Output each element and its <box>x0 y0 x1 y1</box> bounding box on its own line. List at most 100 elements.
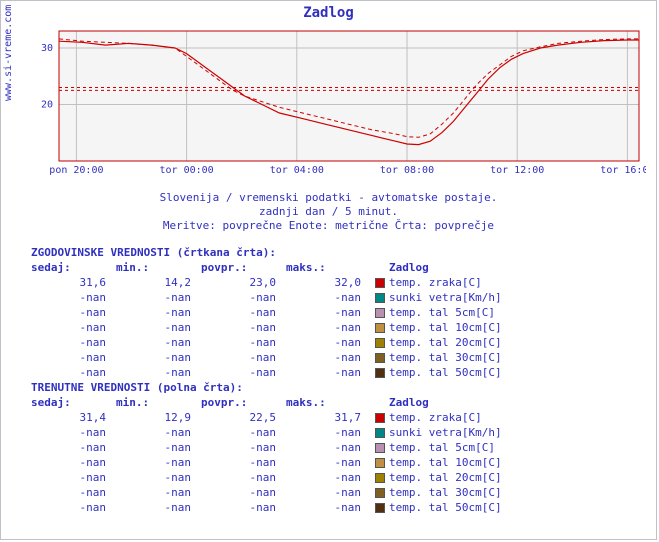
svg-text:tor 16:00: tor 16:00 <box>600 165 646 175</box>
cell-maks: 32,0 <box>286 275 371 290</box>
table-row: -nan -nan -nan -nan temp. tal 10cm[C] <box>31 320 631 335</box>
cell-min: -nan <box>116 485 201 500</box>
cell-min: -nan <box>116 425 201 440</box>
cell-povpr: -nan <box>201 455 286 470</box>
table-row: 31,6 14,2 23,0 32,0 temp. zraka[C] <box>31 275 631 290</box>
cell-povpr: -nan <box>201 305 286 320</box>
hist-header: ZGODOVINSKE VREDNOSTI (črtkana črta): <box>31 245 631 260</box>
series-label: temp. tal 20cm[C] <box>389 470 502 485</box>
cell-maks: -nan <box>286 485 371 500</box>
source-link[interactable]: www.si-vreme.com <box>3 5 14 101</box>
col-header: sedaj: <box>31 395 116 410</box>
series-swatch <box>371 290 389 305</box>
series-label: temp. tal 20cm[C] <box>389 335 502 350</box>
cell-sedaj: -nan <box>31 500 116 515</box>
cell-min: 14,2 <box>116 275 201 290</box>
cell-min: -nan <box>116 335 201 350</box>
cell-povpr: -nan <box>201 440 286 455</box>
cell-povpr: -nan <box>201 425 286 440</box>
curr-header: TRENUTNE VREDNOSTI (polna črta): <box>31 380 631 395</box>
cell-povpr: 23,0 <box>201 275 286 290</box>
series-label: temp. tal 5cm[C] <box>389 305 495 320</box>
svg-text:tor 08:00: tor 08:00 <box>380 165 434 175</box>
series-swatch <box>371 455 389 470</box>
series-swatch <box>371 485 389 500</box>
series-swatch <box>371 305 389 320</box>
series-label: temp. tal 10cm[C] <box>389 320 502 335</box>
caption-line: zadnji dan / 5 minut. <box>1 205 656 219</box>
cell-maks: -nan <box>286 320 371 335</box>
cell-min: 12,9 <box>116 410 201 425</box>
cell-maks: -nan <box>286 500 371 515</box>
svg-text:tor 12:00: tor 12:00 <box>490 165 544 175</box>
cell-maks: -nan <box>286 440 371 455</box>
line-chart: 2030pon 20:00tor 00:00tor 04:00tor 08:00… <box>31 25 646 175</box>
series-swatch <box>371 350 389 365</box>
series-label: temp. tal 10cm[C] <box>389 455 502 470</box>
cell-maks: -nan <box>286 470 371 485</box>
cell-povpr: -nan <box>201 350 286 365</box>
caption-line: Slovenija / vremenski podatki - avtomats… <box>1 191 656 205</box>
svg-text:tor 00:00: tor 00:00 <box>160 165 214 175</box>
series-swatch <box>371 410 389 425</box>
table-row: -nan -nan -nan -nan sunki vetra[Km/h] <box>31 290 631 305</box>
cell-povpr: -nan <box>201 500 286 515</box>
svg-text:30: 30 <box>41 43 53 54</box>
cell-sedaj: -nan <box>31 455 116 470</box>
col-header <box>371 260 389 275</box>
svg-text:20: 20 <box>41 99 53 110</box>
chart-title: Zadlog <box>1 1 656 21</box>
cell-sedaj: -nan <box>31 290 116 305</box>
cell-sedaj: -nan <box>31 335 116 350</box>
series-label: temp. tal 50cm[C] <box>389 500 502 515</box>
series-label: temp. tal 30cm[C] <box>389 485 502 500</box>
cell-sedaj: -nan <box>31 305 116 320</box>
series-label: sunki vetra[Km/h] <box>389 290 502 305</box>
series-swatch <box>371 425 389 440</box>
station-header: Zadlog <box>389 395 429 410</box>
cell-sedaj: -nan <box>31 320 116 335</box>
caption-line: Meritve: povprečne Enote: metrične Črta:… <box>1 219 656 233</box>
series-swatch <box>371 335 389 350</box>
cell-povpr: -nan <box>201 335 286 350</box>
table-row: -nan -nan -nan -nan temp. tal 50cm[C] <box>31 500 631 515</box>
cell-maks: -nan <box>286 365 371 380</box>
table-row: 31,4 12,9 22,5 31,7 temp. zraka[C] <box>31 410 631 425</box>
cell-min: -nan <box>116 470 201 485</box>
series-label: temp. zraka[C] <box>389 275 482 290</box>
series-swatch <box>371 500 389 515</box>
col-header <box>371 395 389 410</box>
series-swatch <box>371 365 389 380</box>
table-row: -nan -nan -nan -nan temp. tal 30cm[C] <box>31 485 631 500</box>
cell-povpr: -nan <box>201 485 286 500</box>
cell-maks: -nan <box>286 425 371 440</box>
cell-min: -nan <box>116 500 201 515</box>
cell-sedaj: 31,4 <box>31 410 116 425</box>
series-label: temp. zraka[C] <box>389 410 482 425</box>
series-swatch <box>371 440 389 455</box>
svg-text:pon 20:00: pon 20:00 <box>49 165 103 175</box>
col-header: min.: <box>116 260 201 275</box>
table-row: -nan -nan -nan -nan temp. tal 10cm[C] <box>31 455 631 470</box>
series-label: sunki vetra[Km/h] <box>389 425 502 440</box>
series-label: temp. tal 5cm[C] <box>389 440 495 455</box>
table-row: -nan -nan -nan -nan temp. tal 20cm[C] <box>31 335 631 350</box>
series-label: temp. tal 50cm[C] <box>389 365 502 380</box>
cell-povpr: -nan <box>201 320 286 335</box>
cell-min: -nan <box>116 290 201 305</box>
cell-maks: -nan <box>286 350 371 365</box>
cell-maks: -nan <box>286 305 371 320</box>
station-header: Zadlog <box>389 260 429 275</box>
col-header: maks.: <box>286 260 371 275</box>
series-label: temp. tal 30cm[C] <box>389 350 502 365</box>
cell-min: -nan <box>116 365 201 380</box>
cell-min: -nan <box>116 305 201 320</box>
series-swatch <box>371 320 389 335</box>
series-swatch <box>371 470 389 485</box>
cell-maks: -nan <box>286 455 371 470</box>
table-row: -nan -nan -nan -nan temp. tal 5cm[C] <box>31 440 631 455</box>
col-header: min.: <box>116 395 201 410</box>
col-header: povpr.: <box>201 260 286 275</box>
cell-povpr: -nan <box>201 365 286 380</box>
table-row: -nan -nan -nan -nan sunki vetra[Km/h] <box>31 425 631 440</box>
